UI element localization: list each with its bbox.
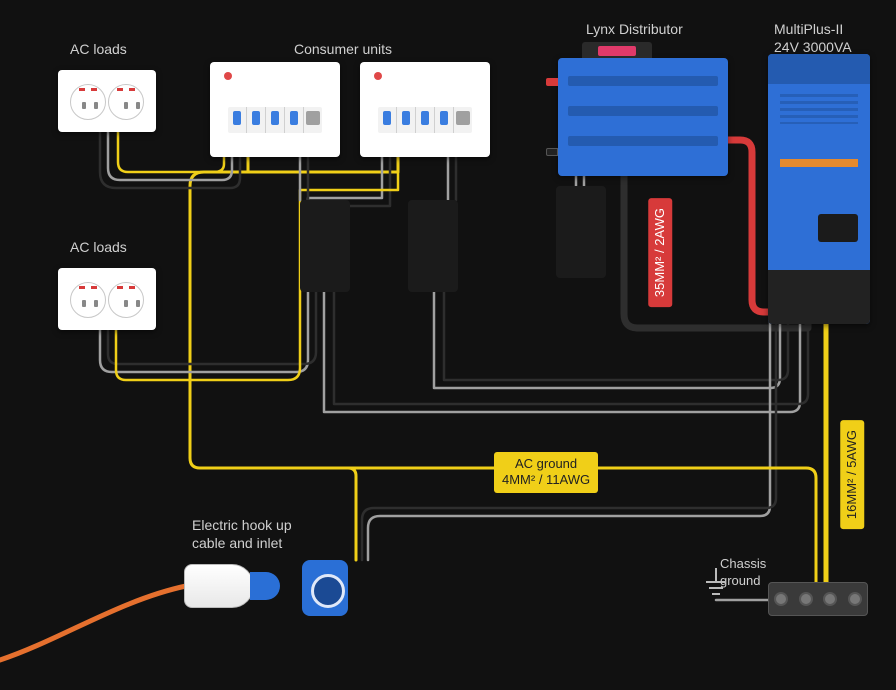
hookup-plug [184, 564, 254, 608]
mp2-ac-in-L [368, 322, 770, 560]
multiplus-ii [768, 54, 870, 324]
fuse-icon [598, 46, 636, 56]
gland-box-1 [300, 200, 350, 292]
ground-busbar [768, 582, 868, 616]
label-hookup: Electric hook up cable and inlet [192, 516, 292, 552]
cu1-to-outlet1-E [118, 130, 224, 172]
hookup-inlet [302, 560, 348, 616]
hookup-plug-tip [250, 572, 280, 600]
ac-ground-branch-cu2 [248, 156, 398, 172]
mp2-ac-out-N [444, 290, 788, 380]
ac-outlet-top [58, 70, 156, 132]
label-ac-loads-top: AC loads [70, 40, 127, 58]
label-multiplus: MultiPlus-II 24V 3000VA [774, 20, 852, 56]
wire-label-dc: 35MM² / 2AWG [648, 198, 672, 307]
hookup-orange [0, 586, 186, 660]
cu2-to-outlet2-E [116, 172, 398, 380]
gland-box-lynx [556, 186, 606, 278]
mp2-ac-out-L [434, 290, 780, 388]
ac-ground-to-inlet [340, 468, 356, 560]
wire-label-ac-ground: AC ground4MM² / 11AWG [494, 452, 598, 493]
label-consumer-units: Consumer units [294, 40, 392, 58]
mp2-ac-in-N [362, 322, 776, 560]
ac-outlet-bottom [58, 268, 156, 330]
lynx-distributor [558, 58, 728, 176]
consumer-unit-1 [210, 62, 340, 157]
gland-box-2 [408, 200, 458, 292]
consumer-unit-2 [360, 62, 490, 157]
mp2-ac-out-2-L [324, 290, 800, 412]
wire-label-gnd: 16MM² / 5AWG [840, 420, 864, 529]
label-ac-loads-bottom: AC loads [70, 238, 127, 256]
